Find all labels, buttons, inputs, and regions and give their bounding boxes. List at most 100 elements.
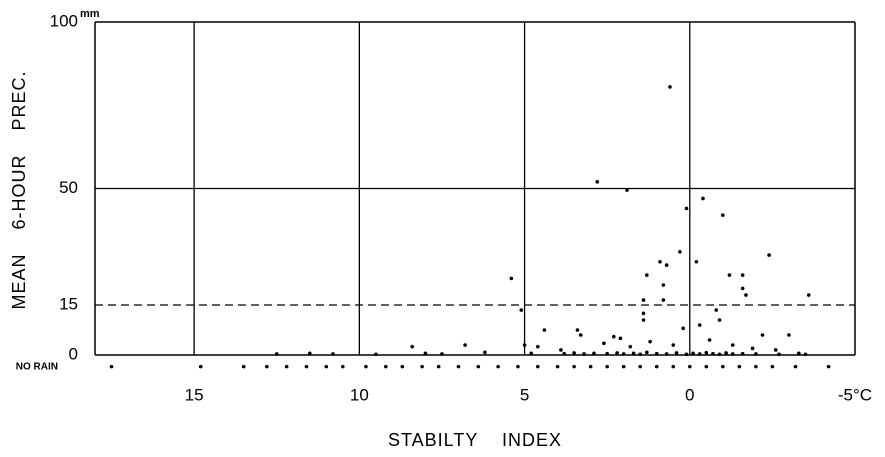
point: [767, 253, 771, 257]
point: [754, 352, 758, 356]
point: [628, 344, 633, 349]
point: [456, 364, 461, 369]
point: [721, 364, 725, 369]
point: [704, 364, 709, 369]
x-axis-title: STABILTY INDEX: [388, 430, 562, 450]
point: [324, 364, 329, 369]
point: [654, 364, 659, 369]
point: [592, 351, 596, 356]
point: [496, 364, 500, 369]
point: [588, 364, 593, 369]
point: [717, 318, 722, 322]
point: [575, 328, 580, 332]
point: [641, 298, 646, 302]
point: [109, 364, 114, 369]
point: [717, 352, 722, 357]
point: [648, 339, 652, 344]
point: [331, 352, 335, 356]
point: [760, 333, 765, 337]
point: [671, 343, 676, 347]
point: [701, 196, 705, 201]
point: [542, 328, 547, 332]
point: [770, 364, 775, 369]
point: [410, 344, 415, 349]
point: [684, 206, 689, 211]
point: [740, 273, 745, 277]
point: [671, 364, 676, 369]
point: [668, 85, 672, 89]
point: [664, 352, 669, 356]
point: [645, 273, 649, 277]
point: [611, 334, 616, 339]
point: [605, 364, 609, 369]
point: [572, 364, 576, 369]
point: [661, 298, 666, 302]
point: [364, 364, 368, 369]
point: [420, 364, 424, 369]
point: [654, 351, 659, 356]
point: [806, 293, 811, 297]
point: [440, 352, 444, 356]
y-tick-label: 50: [59, 178, 78, 197]
point: [602, 341, 606, 346]
point: [483, 350, 487, 355]
point: [661, 283, 666, 287]
point: [274, 352, 279, 356]
point: [681, 326, 685, 331]
point: [691, 351, 695, 356]
point: [803, 352, 808, 357]
point: [400, 364, 405, 369]
point: [737, 364, 742, 369]
point: [711, 351, 715, 356]
point: [740, 351, 745, 356]
point: [555, 364, 560, 369]
point: [730, 352, 735, 356]
point: [664, 263, 669, 267]
point: [694, 259, 699, 264]
point: [750, 346, 755, 351]
point: [730, 343, 735, 347]
point: [423, 351, 428, 356]
point: [559, 348, 563, 352]
point: [697, 323, 702, 327]
point: [618, 336, 623, 341]
point: [621, 352, 626, 356]
point: [645, 350, 649, 355]
y-tick-label: 15: [59, 295, 78, 314]
point: [724, 351, 728, 355]
point: [436, 364, 441, 369]
point: [687, 364, 692, 369]
y-tick-label: NO RAIN: [16, 361, 58, 372]
point: [638, 352, 643, 357]
point: [341, 364, 345, 369]
point: [307, 351, 312, 356]
point: [773, 348, 778, 352]
y-tick-label: 0: [69, 344, 78, 363]
y-tick-label: 100: [50, 11, 78, 30]
point: [265, 364, 269, 369]
point: [198, 364, 203, 369]
point: [241, 364, 246, 369]
point: [697, 352, 702, 356]
point: [740, 286, 745, 291]
point: [754, 364, 758, 369]
point: [641, 318, 646, 322]
point: [578, 333, 583, 337]
point: [787, 333, 791, 337]
point: [727, 273, 732, 277]
point: [463, 343, 467, 347]
y-unit: mm: [80, 8, 100, 20]
point: [522, 343, 527, 347]
point: [793, 364, 798, 369]
point: [572, 351, 576, 355]
x-tick-label: 15: [185, 385, 204, 404]
point: [374, 352, 378, 357]
point: [284, 364, 289, 369]
point: [535, 364, 540, 369]
x-tick-label: 5: [520, 385, 529, 404]
x-tick-label: 10: [350, 385, 369, 404]
y-axis-title: MEAN 6-HOUR PREC.: [9, 70, 29, 309]
point: [476, 364, 481, 369]
point: [826, 364, 831, 369]
